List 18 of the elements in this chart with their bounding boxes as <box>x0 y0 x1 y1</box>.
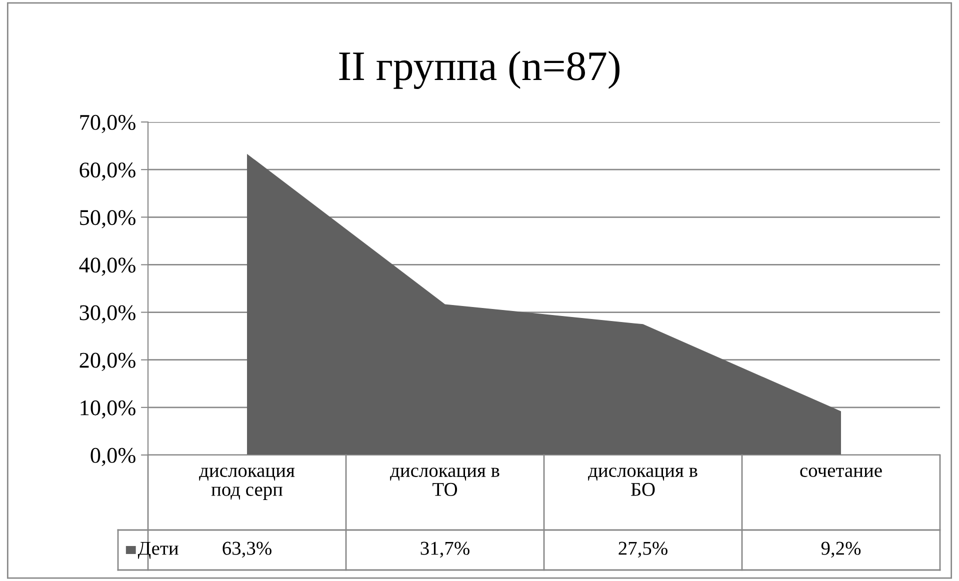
data-label: 31,7% <box>420 542 470 558</box>
y-tick-label: 60,0% <box>80 162 136 181</box>
x-tick-label: дислокация в БО <box>588 468 698 496</box>
x-tick-label: дислокация в ТО <box>390 468 500 496</box>
y-tick-label: 10,0% <box>80 400 136 419</box>
y-tick-label: 20,0% <box>80 352 136 371</box>
y-tick-label: 30,0% <box>80 305 136 324</box>
y-tick-label: 70,0% <box>80 114 136 134</box>
x-tick-label: сочетание <box>800 468 882 478</box>
y-tick-label: 40,0% <box>79 258 136 276</box>
y-tick-label: 50,0% <box>80 210 136 228</box>
legend-label: Дети <box>138 542 178 559</box>
y-tick-label: 0,0% <box>90 448 136 466</box>
data-label: 63,3% <box>222 542 272 558</box>
data-label: 27,5% <box>618 542 668 558</box>
chart-title: II группа (n=87) <box>339 51 620 89</box>
x-tick-label: дислокация под серп <box>199 468 295 500</box>
data-label: 9,2% <box>821 542 861 558</box>
